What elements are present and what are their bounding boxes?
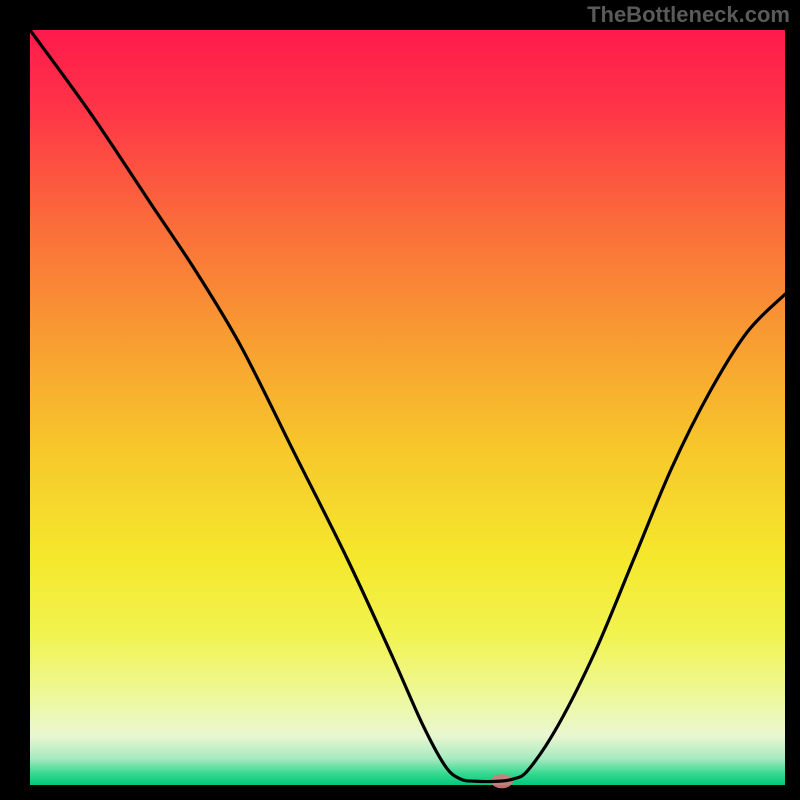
watermark-text: TheBottleneck.com	[587, 2, 790, 28]
chart-container: TheBottleneck.com	[0, 0, 800, 800]
bottleneck-chart	[0, 0, 800, 800]
plot-background	[30, 30, 785, 785]
